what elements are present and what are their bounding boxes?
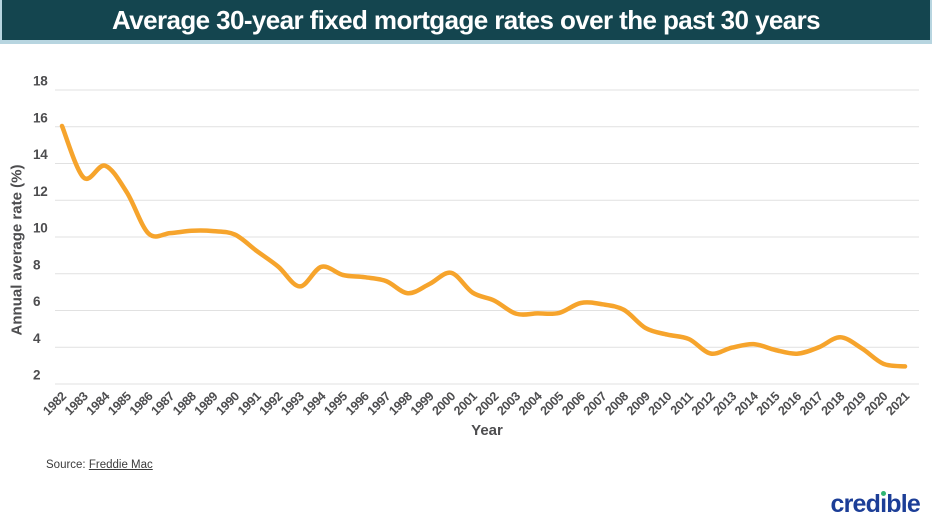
y-tick-label: 10 bbox=[33, 221, 47, 236]
y-tick-label: 14 bbox=[33, 147, 48, 162]
x-tick-label: 1998 bbox=[386, 389, 415, 418]
source-link[interactable]: Freddie Mac bbox=[88, 459, 153, 471]
rate-line bbox=[59, 123, 908, 369]
x-tick-label: 1994 bbox=[300, 389, 329, 418]
x-tick-label: 1992 bbox=[257, 389, 286, 418]
logo-i-with-green-dot: ı bbox=[880, 490, 887, 518]
logo-text-part1: cred bbox=[830, 490, 881, 518]
logo-text-part2: ble bbox=[886, 490, 921, 518]
y-tick-label: 16 bbox=[33, 110, 48, 125]
y-tick-label: 18 bbox=[33, 74, 48, 89]
x-tick-label: 2015 bbox=[754, 389, 783, 418]
x-tick-label: 1995 bbox=[321, 389, 350, 418]
x-tick-label: 2002 bbox=[473, 389, 502, 418]
x-tick-label: 2006 bbox=[559, 389, 588, 418]
x-tick-label: 2001 bbox=[451, 389, 480, 418]
x-tick-label: 1982 bbox=[40, 389, 69, 418]
x-tick-label: 1996 bbox=[343, 389, 372, 418]
x-tick-label: 1984 bbox=[84, 389, 113, 418]
x-tick-label: 2008 bbox=[602, 389, 631, 418]
x-tick-label: 2004 bbox=[516, 389, 545, 418]
x-tick-label: 2013 bbox=[710, 389, 739, 418]
x-tick-label: 1990 bbox=[213, 389, 242, 418]
x-tick-label: 2011 bbox=[668, 389, 696, 417]
x-tick-label: 1988 bbox=[170, 389, 199, 418]
x-tick-label: 2021 bbox=[883, 389, 912, 418]
x-tick-label: 1987 bbox=[148, 389, 177, 418]
x-tick-label: 2018 bbox=[819, 389, 848, 418]
chart-title: Average 30-year fixed mortgage rates ove… bbox=[112, 5, 821, 35]
y-tick-label: 8 bbox=[33, 257, 41, 272]
x-tick-label: 2012 bbox=[689, 389, 718, 418]
x-tick-label: 2016 bbox=[775, 389, 804, 418]
x-tick-label: 1993 bbox=[278, 389, 307, 418]
x-tick-label: 1999 bbox=[408, 389, 437, 418]
chart-title-bar: Average 30-year fixed mortgage rates ove… bbox=[0, 0, 932, 44]
y-tick-label: 12 bbox=[33, 184, 47, 199]
x-tick-label: 2020 bbox=[862, 389, 891, 418]
x-tick-label: 2000 bbox=[429, 389, 458, 418]
x-tick-label: 2009 bbox=[624, 389, 653, 418]
x-axis-title: Year bbox=[471, 422, 503, 439]
x-tick-label: 1985 bbox=[105, 389, 134, 418]
source-label: Source: bbox=[46, 459, 86, 471]
credible-logo: credıble bbox=[831, 490, 921, 519]
x-tick-label: 1997 bbox=[365, 389, 394, 418]
x-tick-label: 2010 bbox=[646, 389, 675, 418]
y-axis-title-text: Annual average rate (%) bbox=[8, 164, 26, 336]
y-tick-label: 6 bbox=[33, 294, 41, 309]
x-tick-label: 1991 bbox=[235, 389, 264, 418]
x-tick-label: 1986 bbox=[127, 389, 156, 418]
x-tick-label: 1989 bbox=[192, 389, 221, 418]
x-tick-label: 2005 bbox=[538, 389, 567, 418]
x-tick-label: 2003 bbox=[494, 389, 523, 418]
x-tick-label: 2017 bbox=[797, 389, 826, 418]
y-tick-label: 2 bbox=[33, 368, 40, 383]
x-tick-label: 2014 bbox=[732, 389, 761, 418]
x-tick-label: 1983 bbox=[62, 389, 91, 418]
source-note: Source: Freddie Mac bbox=[46, 459, 153, 471]
x-tick-label: 2007 bbox=[581, 389, 610, 418]
y-tick-label: 4 bbox=[33, 331, 41, 346]
x-tick-label: 2019 bbox=[840, 389, 869, 418]
